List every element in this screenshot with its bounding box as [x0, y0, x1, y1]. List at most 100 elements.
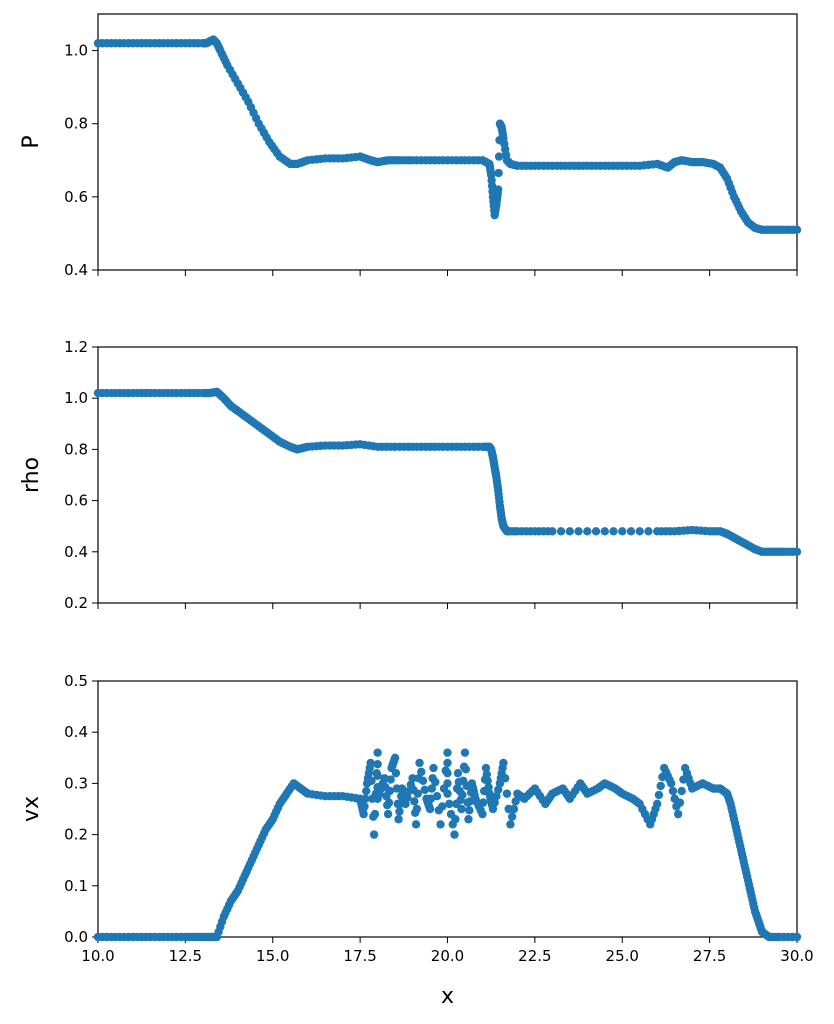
data-point	[574, 527, 583, 536]
data-point	[410, 797, 419, 806]
data-series	[93, 748, 802, 942]
data-point	[384, 798, 394, 807]
data-point	[654, 790, 664, 800]
data-point	[493, 185, 503, 194]
data-point	[432, 792, 442, 801]
data-point	[394, 815, 403, 824]
y-tick-label: 0.4	[64, 261, 88, 279]
data-point	[457, 804, 466, 814]
x-tick-label: 20.0	[431, 947, 464, 965]
data-point	[644, 527, 653, 536]
data-point	[500, 774, 510, 783]
data-point	[367, 776, 376, 786]
data-point	[565, 527, 575, 536]
data-point	[403, 793, 412, 802]
data-point	[385, 786, 395, 796]
y-tick-label: 0.2	[64, 594, 88, 612]
y-tick-label: 0.6	[64, 492, 88, 510]
data-point	[362, 786, 371, 796]
data-point	[366, 758, 375, 768]
data-point	[792, 547, 802, 556]
data-point	[443, 758, 452, 768]
data-point	[461, 765, 471, 774]
data-point	[408, 774, 417, 783]
y-axis-label: vx	[19, 796, 44, 822]
data-point	[502, 789, 512, 798]
axes-frame	[97, 680, 798, 938]
y-tick-label: 0.8	[64, 440, 88, 458]
x-tick-label: 15.0	[256, 947, 289, 965]
data-point	[458, 790, 467, 800]
x-tick-label: 17.5	[343, 947, 376, 965]
x-tick-label: 27.5	[693, 947, 726, 965]
data-point	[450, 830, 459, 839]
x-tick-label: 12.5	[169, 947, 202, 965]
data-point	[479, 798, 488, 807]
data-point	[425, 804, 435, 814]
data-point	[369, 830, 379, 839]
data-point	[493, 785, 503, 794]
data-point	[411, 820, 421, 829]
data-point	[361, 794, 370, 803]
data-point	[483, 776, 492, 786]
y-tick-label: 0.2	[64, 826, 88, 844]
data-point	[668, 786, 678, 796]
data-point	[395, 807, 404, 816]
data-point	[443, 748, 452, 757]
data-point	[511, 797, 520, 806]
data-point	[506, 820, 515, 829]
axes-frame	[97, 13, 798, 271]
data-point	[460, 748, 470, 757]
data-point	[490, 798, 499, 807]
data-point	[431, 777, 440, 787]
data-point	[360, 802, 369, 811]
y-tick-label: 0.3	[64, 774, 88, 792]
data-point	[418, 776, 428, 786]
data-point	[556, 527, 566, 536]
data-point	[609, 527, 618, 536]
y-tick-label: 0.5	[64, 672, 88, 690]
data-point	[494, 168, 503, 178]
x-tick-label: 10.0	[81, 947, 114, 965]
data-point	[401, 799, 410, 809]
data-point	[390, 753, 400, 762]
data-point	[438, 802, 447, 811]
data-series	[93, 387, 802, 556]
y-tick-label: 1.2	[64, 338, 88, 356]
x-tick-label: 25.0	[606, 947, 639, 965]
data-point	[482, 770, 492, 779]
density-panel: 0.2 0.4 0.6 0.8 1.0 1.2 rho	[19, 338, 802, 612]
pressure-panel: 0.4 0.6 0.8 1.0 P	[19, 13, 802, 279]
data-point	[373, 771, 382, 780]
data-point	[383, 809, 393, 819]
y-axis-label: P	[19, 135, 44, 148]
data-point	[420, 785, 429, 794]
data-point	[600, 527, 609, 536]
data-point	[507, 812, 517, 821]
data-point	[484, 783, 493, 792]
data-point	[481, 763, 491, 773]
data-point	[465, 806, 474, 815]
data-point	[626, 527, 636, 536]
y-tick-label: 0.0	[64, 928, 88, 946]
data-point	[436, 820, 445, 829]
data-point	[451, 815, 460, 824]
data-point	[548, 527, 557, 536]
data-point	[415, 758, 424, 768]
data-point	[792, 932, 802, 942]
data-point	[370, 809, 380, 819]
data-point	[464, 815, 473, 824]
velocity-panel: 0.0 0.1 0.2 0.3 0.4 0.5 10.0 12.5 15.0 17.5 20.0 22…	[19, 672, 814, 1009]
data-point	[635, 527, 644, 536]
data-point	[591, 527, 601, 536]
data-point	[359, 809, 368, 819]
y-tick-label: 1.0	[64, 42, 88, 60]
y-tick-label: 0.6	[64, 188, 88, 206]
x-axis-label: x	[441, 984, 454, 1009]
data-point	[656, 781, 665, 791]
data-point	[373, 748, 382, 757]
x-tick-label: 30.0	[780, 947, 813, 965]
data-point	[386, 775, 395, 784]
data-point	[453, 768, 463, 778]
data-point	[618, 527, 627, 536]
